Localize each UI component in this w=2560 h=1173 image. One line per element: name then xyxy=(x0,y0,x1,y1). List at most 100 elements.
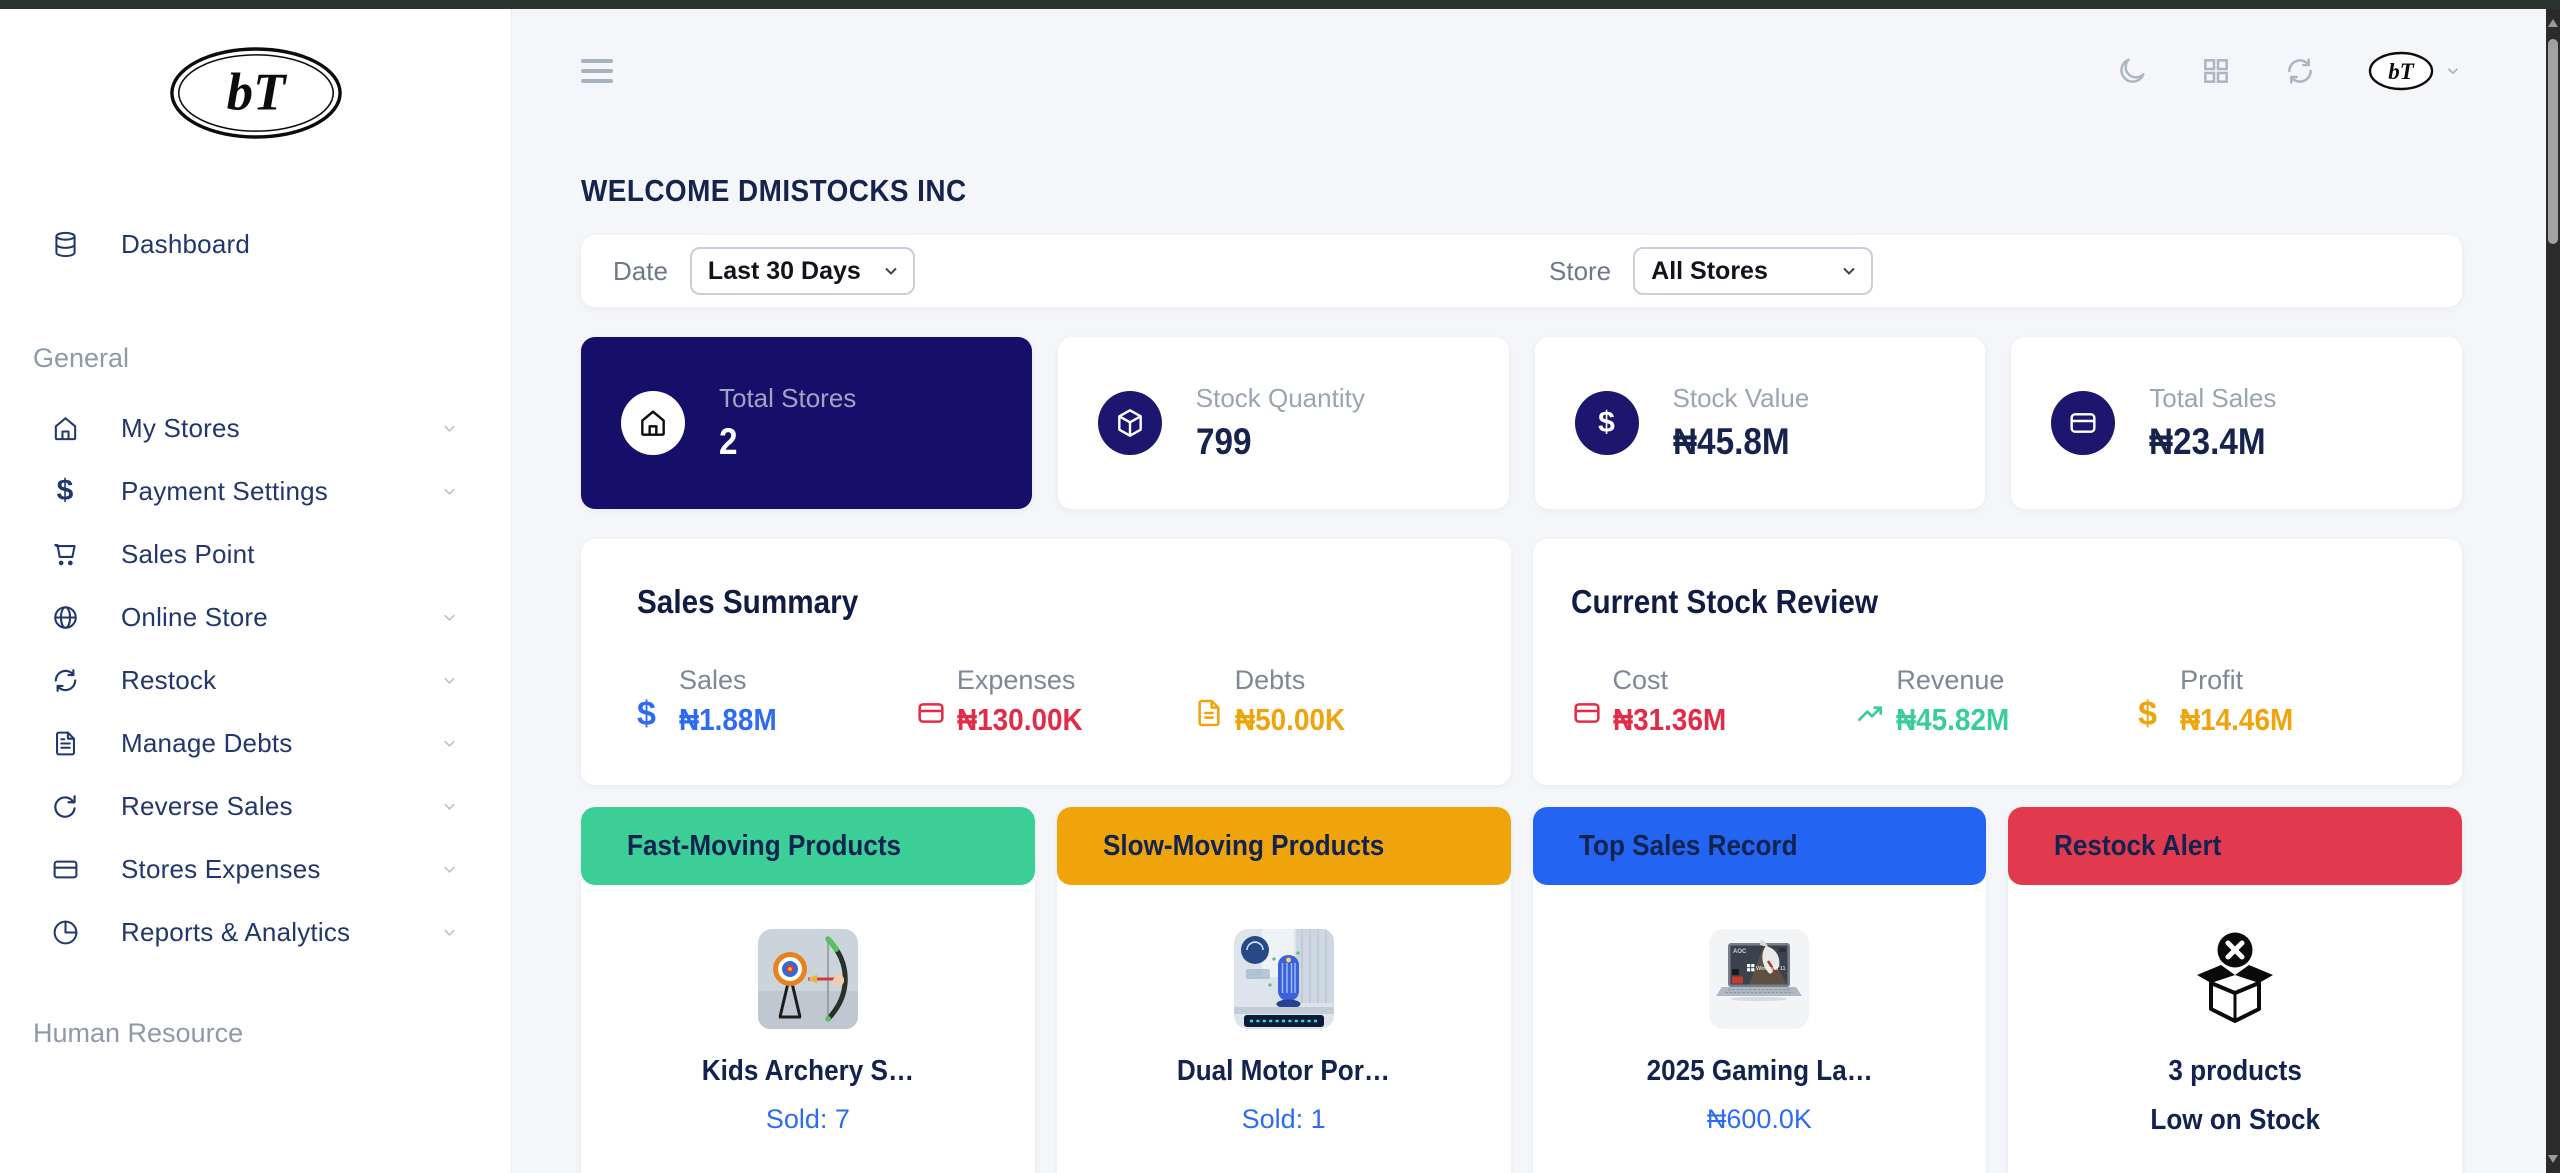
restock-status: Low on Stock xyxy=(2150,1104,2320,1136)
dollar-icon: $ xyxy=(2138,695,2158,733)
sidebar-section-human-resource: Human Resource xyxy=(33,1018,244,1048)
refresh-sync-icon[interactable] xyxy=(2284,55,2316,87)
sidebar-item-reverse-sales[interactable]: Reverse Sales xyxy=(0,781,511,831)
stat-card-total-sales: Total Sales ₦23.4M xyxy=(2011,337,2462,509)
metric-value: ₦31.36M xyxy=(1612,702,1726,737)
avatar: bT xyxy=(2368,51,2434,91)
trend-up-icon xyxy=(1854,697,1886,729)
scrollbar-track[interactable] xyxy=(2546,9,2560,1173)
stat-value: ₦23.4M xyxy=(2149,421,2266,462)
product-sold-count: Sold: 1 xyxy=(1241,1104,1326,1134)
profile-menu-button[interactable]: bT xyxy=(2368,51,2462,91)
scrollbar-thumb[interactable] xyxy=(2548,39,2558,244)
stock-review-card: Current Stock Review Cost ₦31.36M Revenu… xyxy=(1532,539,2462,785)
product-sale-amount: ₦600.0K xyxy=(1706,1104,1812,1134)
store-filter-group: Store All Stores xyxy=(1549,235,1874,307)
sidebar-item-online-store[interactable]: Online Store xyxy=(0,592,511,642)
home-icon xyxy=(621,391,685,455)
chevron-down-icon xyxy=(440,923,459,942)
card-title: Fast-Moving Products xyxy=(627,829,902,862)
globe-icon xyxy=(50,602,80,632)
metric-value: ₦45.82M xyxy=(1896,702,2010,737)
home-icon xyxy=(50,413,80,443)
restock-count: 3 products xyxy=(2168,1055,2302,1087)
metric-expenses: Expenses ₦130.00K xyxy=(915,665,1193,738)
scrollbar-up-arrow[interactable] xyxy=(2546,13,2560,33)
metric-value: ₦50.00K xyxy=(1234,702,1345,737)
sidebar-section-general: General xyxy=(33,343,130,373)
metric-sales: $ Sales ₦1.88M xyxy=(637,665,915,738)
rotate-icon xyxy=(50,791,80,821)
hamburger-menu-icon[interactable] xyxy=(581,59,613,83)
top-bar: bT xyxy=(581,49,2462,93)
stat-card-stock-value: $ Stock Value ₦45.8M xyxy=(1534,337,1986,509)
slow-moving-products-card[interactable]: Slow-Moving Products xyxy=(1056,807,1511,1173)
metric-debts: Debts ₦50.00K xyxy=(1193,665,1471,738)
package-icon xyxy=(1097,391,1162,455)
chevron-down-icon xyxy=(2447,68,2459,75)
card-title: Restock Alert xyxy=(2054,829,2222,862)
date-filter-label: Date xyxy=(613,255,668,286)
metric-value: ₦14.46M xyxy=(2180,702,2294,737)
sidebar-item-restock[interactable]: Restock xyxy=(0,655,511,705)
stat-cards-row: Total Stores 2 Stock Quantity 799 $ Stoc… xyxy=(581,337,2462,509)
product-cards-row: Fast-Moving Products xyxy=(581,807,2462,1173)
sidebar-item-stores-expenses[interactable]: Stores Expenses xyxy=(0,844,511,894)
product-sold-count: Sold: 7 xyxy=(765,1104,850,1134)
sidebar-item-sales-point[interactable]: Sales Point xyxy=(0,529,511,579)
card-header: Top Sales Record xyxy=(1532,807,1987,885)
date-select[interactable]: Last 30 Days xyxy=(689,247,915,295)
scrollbar-down-arrow[interactable] xyxy=(2546,1149,2560,1169)
chevron-down-icon xyxy=(440,482,459,501)
fast-moving-products-card[interactable]: Fast-Moving Products xyxy=(581,807,1035,1173)
card-title: Slow-Moving Products xyxy=(1102,829,1385,862)
moon-icon[interactable] xyxy=(2116,55,2148,87)
product-name: Kids Archery S… xyxy=(701,1055,915,1087)
sidebar-item-payment-settings[interactable]: $ Payment Settings xyxy=(0,466,511,516)
card-title: Current Stock Review xyxy=(1570,583,1878,620)
product-name: 2025 Gaming La… xyxy=(1646,1055,1873,1087)
metric-revenue: Revenue ₦45.82M xyxy=(1854,665,2138,738)
date-select-wrap: Last 30 Days xyxy=(689,247,915,295)
chevron-down-icon xyxy=(440,419,459,438)
credit-card-icon xyxy=(1571,697,1603,729)
chevron-down-icon xyxy=(440,734,459,753)
sidebar-item-my-stores[interactable]: My Stores xyxy=(0,403,511,453)
dollar-icon: $ xyxy=(637,695,656,733)
credit-card-icon xyxy=(2051,391,2116,455)
card-header: Fast-Moving Products xyxy=(581,807,1035,885)
portable-fan-photo xyxy=(1233,929,1334,1029)
product-name: Dual Motor Por… xyxy=(1177,1055,1391,1087)
gaming-laptop-photo: AOC Windows 11 xyxy=(1709,929,1810,1029)
page-title: WELCOME DMISTOCKS INC xyxy=(581,173,967,208)
grid-apps-icon[interactable] xyxy=(2200,55,2232,87)
card-title: Top Sales Record xyxy=(1578,829,1798,862)
svg-text:AOC: AOC xyxy=(1733,949,1747,955)
chevron-down-icon xyxy=(440,860,459,879)
sidebar-item-reports-analytics[interactable]: Reports & Analytics xyxy=(0,907,511,957)
restock-alert-card[interactable]: Restock Alert 3 products Low on Stock xyxy=(2008,807,2462,1173)
logo-ellipse-icon: bT xyxy=(169,47,342,139)
metric-cost: Cost ₦31.36M xyxy=(1571,665,1855,738)
store-select-wrap: All Stores xyxy=(1633,247,1874,295)
dollar-icon: $ xyxy=(1574,391,1639,455)
svg-text:bT: bT xyxy=(226,64,286,122)
sidebar-item-dashboard[interactable]: Dashboard xyxy=(0,219,511,269)
document-icon xyxy=(50,728,80,758)
store-select[interactable]: All Stores xyxy=(1633,247,1874,295)
credit-card-icon xyxy=(915,697,947,729)
metric-value: ₦130.00K xyxy=(956,702,1083,737)
filter-bar: Date Last 30 Days Store All Stores xyxy=(581,235,2462,307)
sidebar-nav: My Stores $ Payment Settings Sales Point xyxy=(0,390,511,970)
refresh-icon xyxy=(50,665,80,695)
main-content: bT WELCOME DMISTOCKS INC Date Last 30 Da… xyxy=(512,9,2546,1173)
chevron-down-icon xyxy=(440,797,459,816)
svg-text:bT: bT xyxy=(2388,59,2415,84)
company-logo[interactable]: bT xyxy=(168,45,344,141)
sidebar-item-manage-debts[interactable]: Manage Debts xyxy=(0,718,511,768)
credit-card-icon xyxy=(50,854,80,884)
card-header: Restock Alert xyxy=(2008,807,2462,885)
card-header: Slow-Moving Products xyxy=(1056,807,1511,885)
top-sales-record-card[interactable]: Top Sales Record AOC xyxy=(1532,807,1987,1173)
stat-value: 2 xyxy=(719,421,738,462)
